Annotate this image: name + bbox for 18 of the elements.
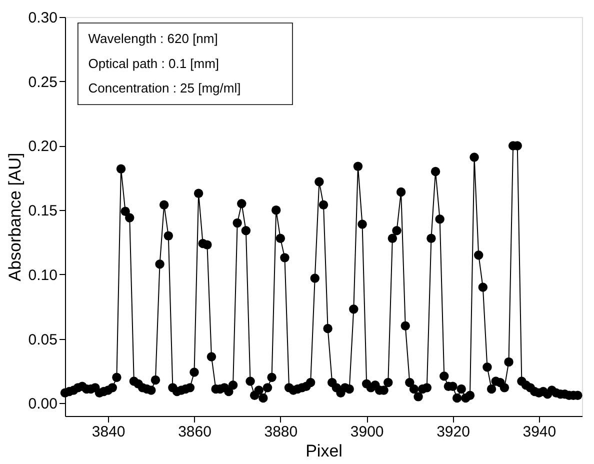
y-axis-title: Absorbance [AU] — [5, 152, 24, 282]
y-tick-label: 0.30 — [28, 10, 58, 26]
x-tick-label: 3920 — [436, 424, 470, 440]
y-tick-label: 0.10 — [28, 266, 58, 284]
x-axis-title: Pixel — [306, 442, 342, 460]
x-tick-label: 3900 — [350, 424, 384, 440]
y-tick-label: 0.15 — [28, 202, 58, 220]
y-tick-label: 0.00 — [28, 396, 58, 413]
x-tick-label: 3940 — [522, 424, 556, 440]
annotation: Concentration : 25 [mg/ml] — [88, 80, 241, 96]
y-tick-label: 0.20 — [28, 138, 58, 156]
x-tick-label: 3840 — [92, 424, 126, 440]
x-tick-label: 3860 — [178, 424, 212, 440]
annotation: Optical path : 0.1 [mm] — [88, 56, 220, 71]
y-tick-label: 0.25 — [28, 74, 58, 91]
x-tick-label: 3880 — [264, 424, 298, 440]
annotation: Wavelength : 620 [nm] — [88, 31, 218, 46]
y-tick-label: 0.05 — [28, 331, 58, 348]
